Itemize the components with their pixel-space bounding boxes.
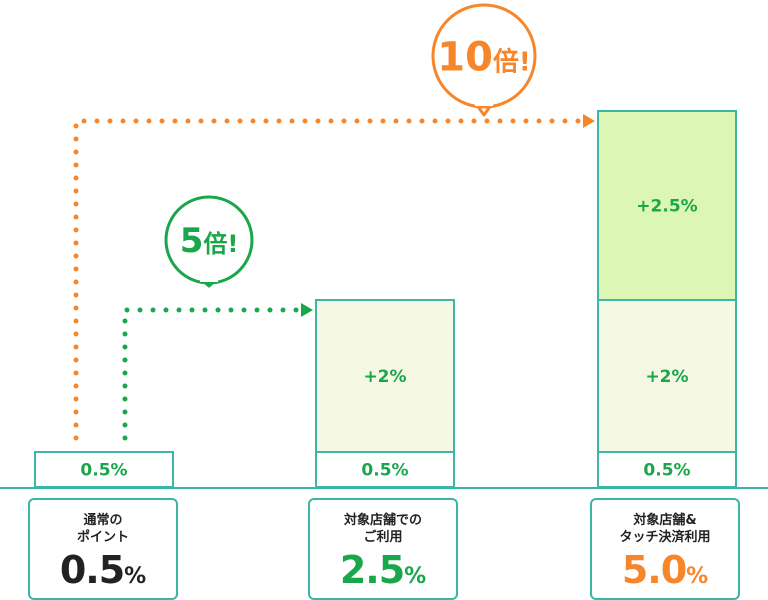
card-value: 5.0% [592, 550, 738, 598]
multiplier-bubble: 5倍! [164, 195, 254, 288]
comparison-arrows [73, 114, 595, 441]
card-value: 0.5% [30, 550, 176, 598]
bar-segment-label: +2% [645, 367, 688, 387]
card-value-unit: % [686, 564, 709, 589]
card-value: 2.5% [310, 550, 456, 598]
card-value-unit: % [404, 564, 427, 589]
bar-segment-label: +2.5% [636, 197, 697, 217]
bar-segment-label: +2% [363, 367, 406, 387]
card-label: 通常の ポイント [76, 513, 129, 545]
card-value-unit: % [124, 564, 147, 589]
summary-card-store: 対象店舗での ご利用 2.5% [308, 498, 458, 600]
multiplier-text: 10倍! [437, 34, 531, 80]
bar-segment-label: 0.5% [361, 461, 408, 481]
comparison-arrow-line [73, 118, 585, 441]
bar-segment-label: 0.5% [643, 461, 690, 481]
comparison-arrow-line [122, 307, 303, 441]
card-value-number: 2.5 [339, 548, 405, 592]
arrow-head-icon [301, 303, 313, 317]
card-label: 対象店舗& タッチ決済利用 [619, 513, 711, 545]
bar-segment-label: 0.5% [80, 461, 127, 481]
bar-segment [34, 451, 174, 488]
multiplier-bubble: 10倍! [431, 3, 537, 117]
summary-card-touch: 対象店舗& タッチ決済利用 5.0% [590, 498, 740, 600]
card-label: 対象店舗での ご利用 [343, 513, 422, 545]
arrow-head-icon [583, 114, 595, 128]
multiplier-text: 5倍! [180, 221, 239, 261]
multiplier-bubbles: 5倍! 10倍! [164, 3, 537, 288]
bar-segment [597, 110, 737, 301]
bars: 0.5% 0.5% +2% 0.5% +2% +2.5% [34, 110, 737, 488]
summary-card-normal: 通常の ポイント 0.5% [28, 498, 178, 600]
card-value-number: 0.5 [59, 548, 125, 592]
bar-segment [597, 299, 737, 453]
bar-segment [315, 299, 455, 453]
card-value-number: 5.0 [621, 548, 687, 592]
